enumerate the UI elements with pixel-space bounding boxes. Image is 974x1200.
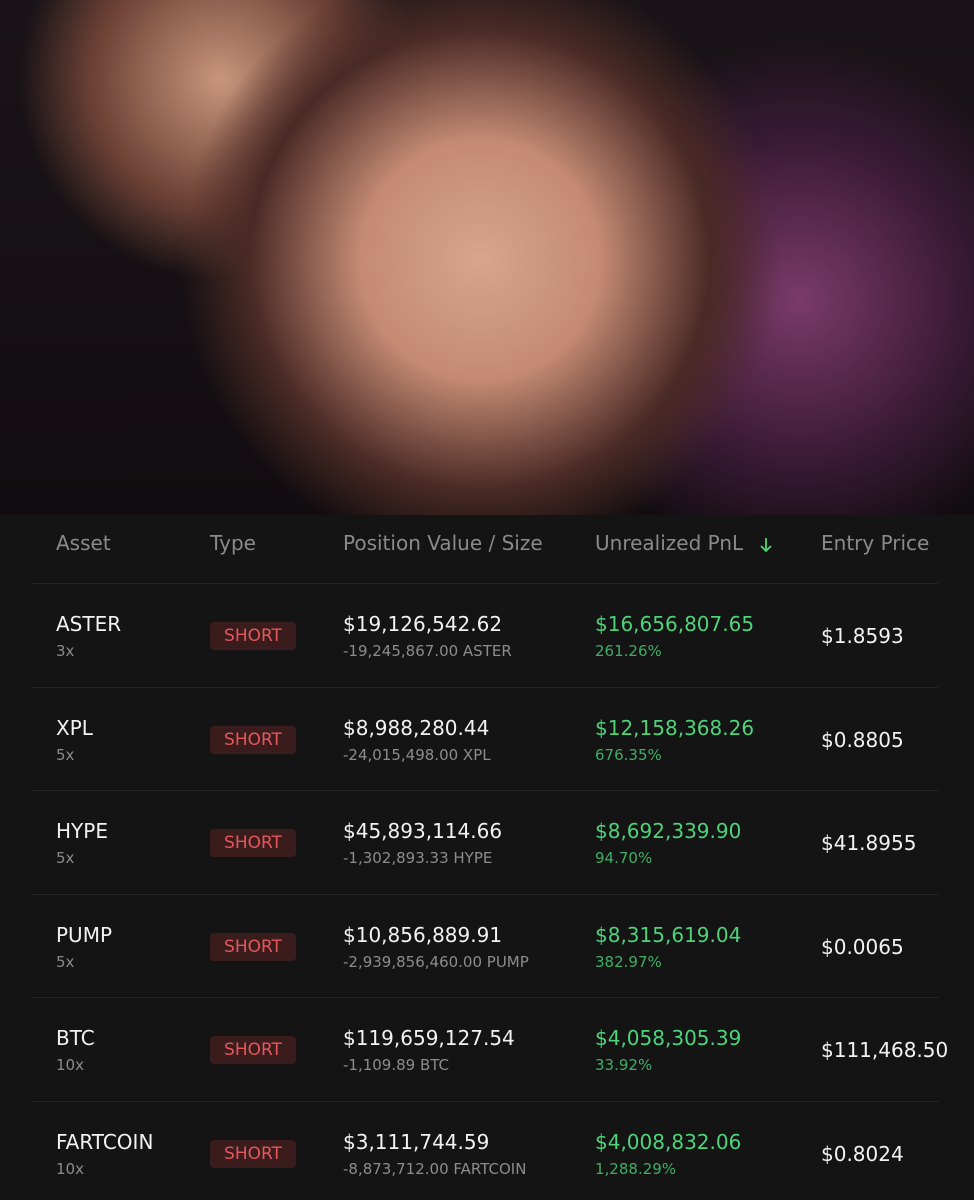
position-value: $3,111,744.59 [343, 1130, 490, 1154]
entry-price: $41.8955 [821, 831, 917, 856]
table-row[interactable]: HYPE 5x SHORT $45,893,114.66 -1,302,893.33 H… [32, 790, 938, 894]
leverage: 10x [56, 1056, 84, 1075]
unrealized-pnl: $8,315,619.04 [595, 922, 742, 947]
type-badge: SHORT [210, 932, 296, 961]
table-row[interactable]: ASTER 3x SHORT $19,126,542.62 -19,245,867.00… [32, 583, 938, 687]
table-row[interactable]: XPL 5x SHORT $8,988,280.44 -24,015,498.00 XP… [32, 686, 938, 791]
asset: FARTCOIN [56, 1130, 154, 1154]
asset: XPL [56, 715, 93, 740]
position-size: -2,939,856,460.00 PUMP [343, 952, 529, 971]
unrealized-pnl: $12,158,368.26 [595, 715, 755, 740]
leverage: 5x [56, 849, 75, 868]
type-badge: SHORT [210, 829, 296, 858]
entry-price: $0.8024 [821, 1142, 904, 1166]
position-size: -19,245,867.00 ASTER [343, 642, 512, 660]
entry-price: $0.0065 [821, 934, 904, 959]
leverage: 5x [56, 745, 75, 764]
position-value: $19,126,542.62 [343, 612, 503, 636]
position-value: $8,988,280.44 [343, 715, 490, 740]
asset: ASTER [56, 612, 122, 636]
header[interactable]: Unrealized PnL [595, 531, 744, 555]
table-row[interactable]: FARTCOIN 10x SHORT $3,111,744.59 -8,873,712.… [32, 1101, 938, 1200]
table-row[interactable]: PUMP 5x SHORT $10,856,889.91 -2,939,856,460.… [32, 893, 938, 998]
position-size: -1,109.89 BTC [343, 1056, 450, 1075]
unrealized-pnl: $4,058,305.39 [595, 1026, 742, 1051]
type-badge: SHORT [210, 1036, 296, 1065]
asset: BTC [56, 1026, 95, 1051]
type-badge: SHORT [210, 622, 296, 650]
sort-arrow[interactable] [758, 536, 774, 554]
pnl-percent: 676.35% [595, 745, 662, 764]
pnl-percent: 1,288.29% [595, 1160, 677, 1178]
photo [0, 0, 974, 515]
type-badge: SHORT [210, 1140, 296, 1168]
unrealized-pnl: $4,008,832.06 [595, 1130, 742, 1154]
position-value: $45,893,114.66 [343, 819, 503, 844]
entry-price: $1.8593 [821, 624, 904, 648]
position-size: -8,873,712.00 FARTCOIN [343, 1160, 527, 1178]
entry-price: $111,468.50 [821, 1038, 949, 1063]
header[interactable]: Asset [56, 531, 111, 555]
header[interactable]: Type [210, 531, 256, 555]
entry-price: $0.8805 [821, 727, 904, 752]
leverage: 5x [56, 952, 75, 971]
table-row[interactable]: BTC 10x SHORT $119,659,127.54 -1,109.89 BTC $… [32, 997, 948, 1101]
position-size: -1,302,893.33 HYPE [343, 849, 493, 868]
pnl-percent: 382.97% [595, 952, 662, 971]
position-size: -24,015,498.00 XPL [343, 745, 491, 764]
leverage: 3x [56, 642, 75, 660]
pnl-percent: 94.70% [595, 849, 653, 868]
type-badge: SHORT [210, 725, 296, 754]
positions-table: Asset Type Position Value / Size Unreali… [0, 515, 974, 1200]
position-value: $119,659,127.54 [343, 1026, 515, 1051]
leverage: 10x [56, 1160, 84, 1178]
position-value: $10,856,889.91 [343, 922, 503, 947]
pnl-percent: 33.92% [595, 1056, 653, 1075]
asset: PUMP [56, 922, 113, 947]
header[interactable]: Position Value / Size [343, 531, 543, 555]
pnl-percent: 261.26% [595, 642, 662, 660]
unrealized-pnl: $8,692,339.90 [595, 819, 742, 844]
header[interactable]: Entry Price [821, 531, 930, 555]
asset: HYPE [56, 819, 108, 844]
unrealized-pnl: $16,656,807.65 [595, 612, 755, 636]
